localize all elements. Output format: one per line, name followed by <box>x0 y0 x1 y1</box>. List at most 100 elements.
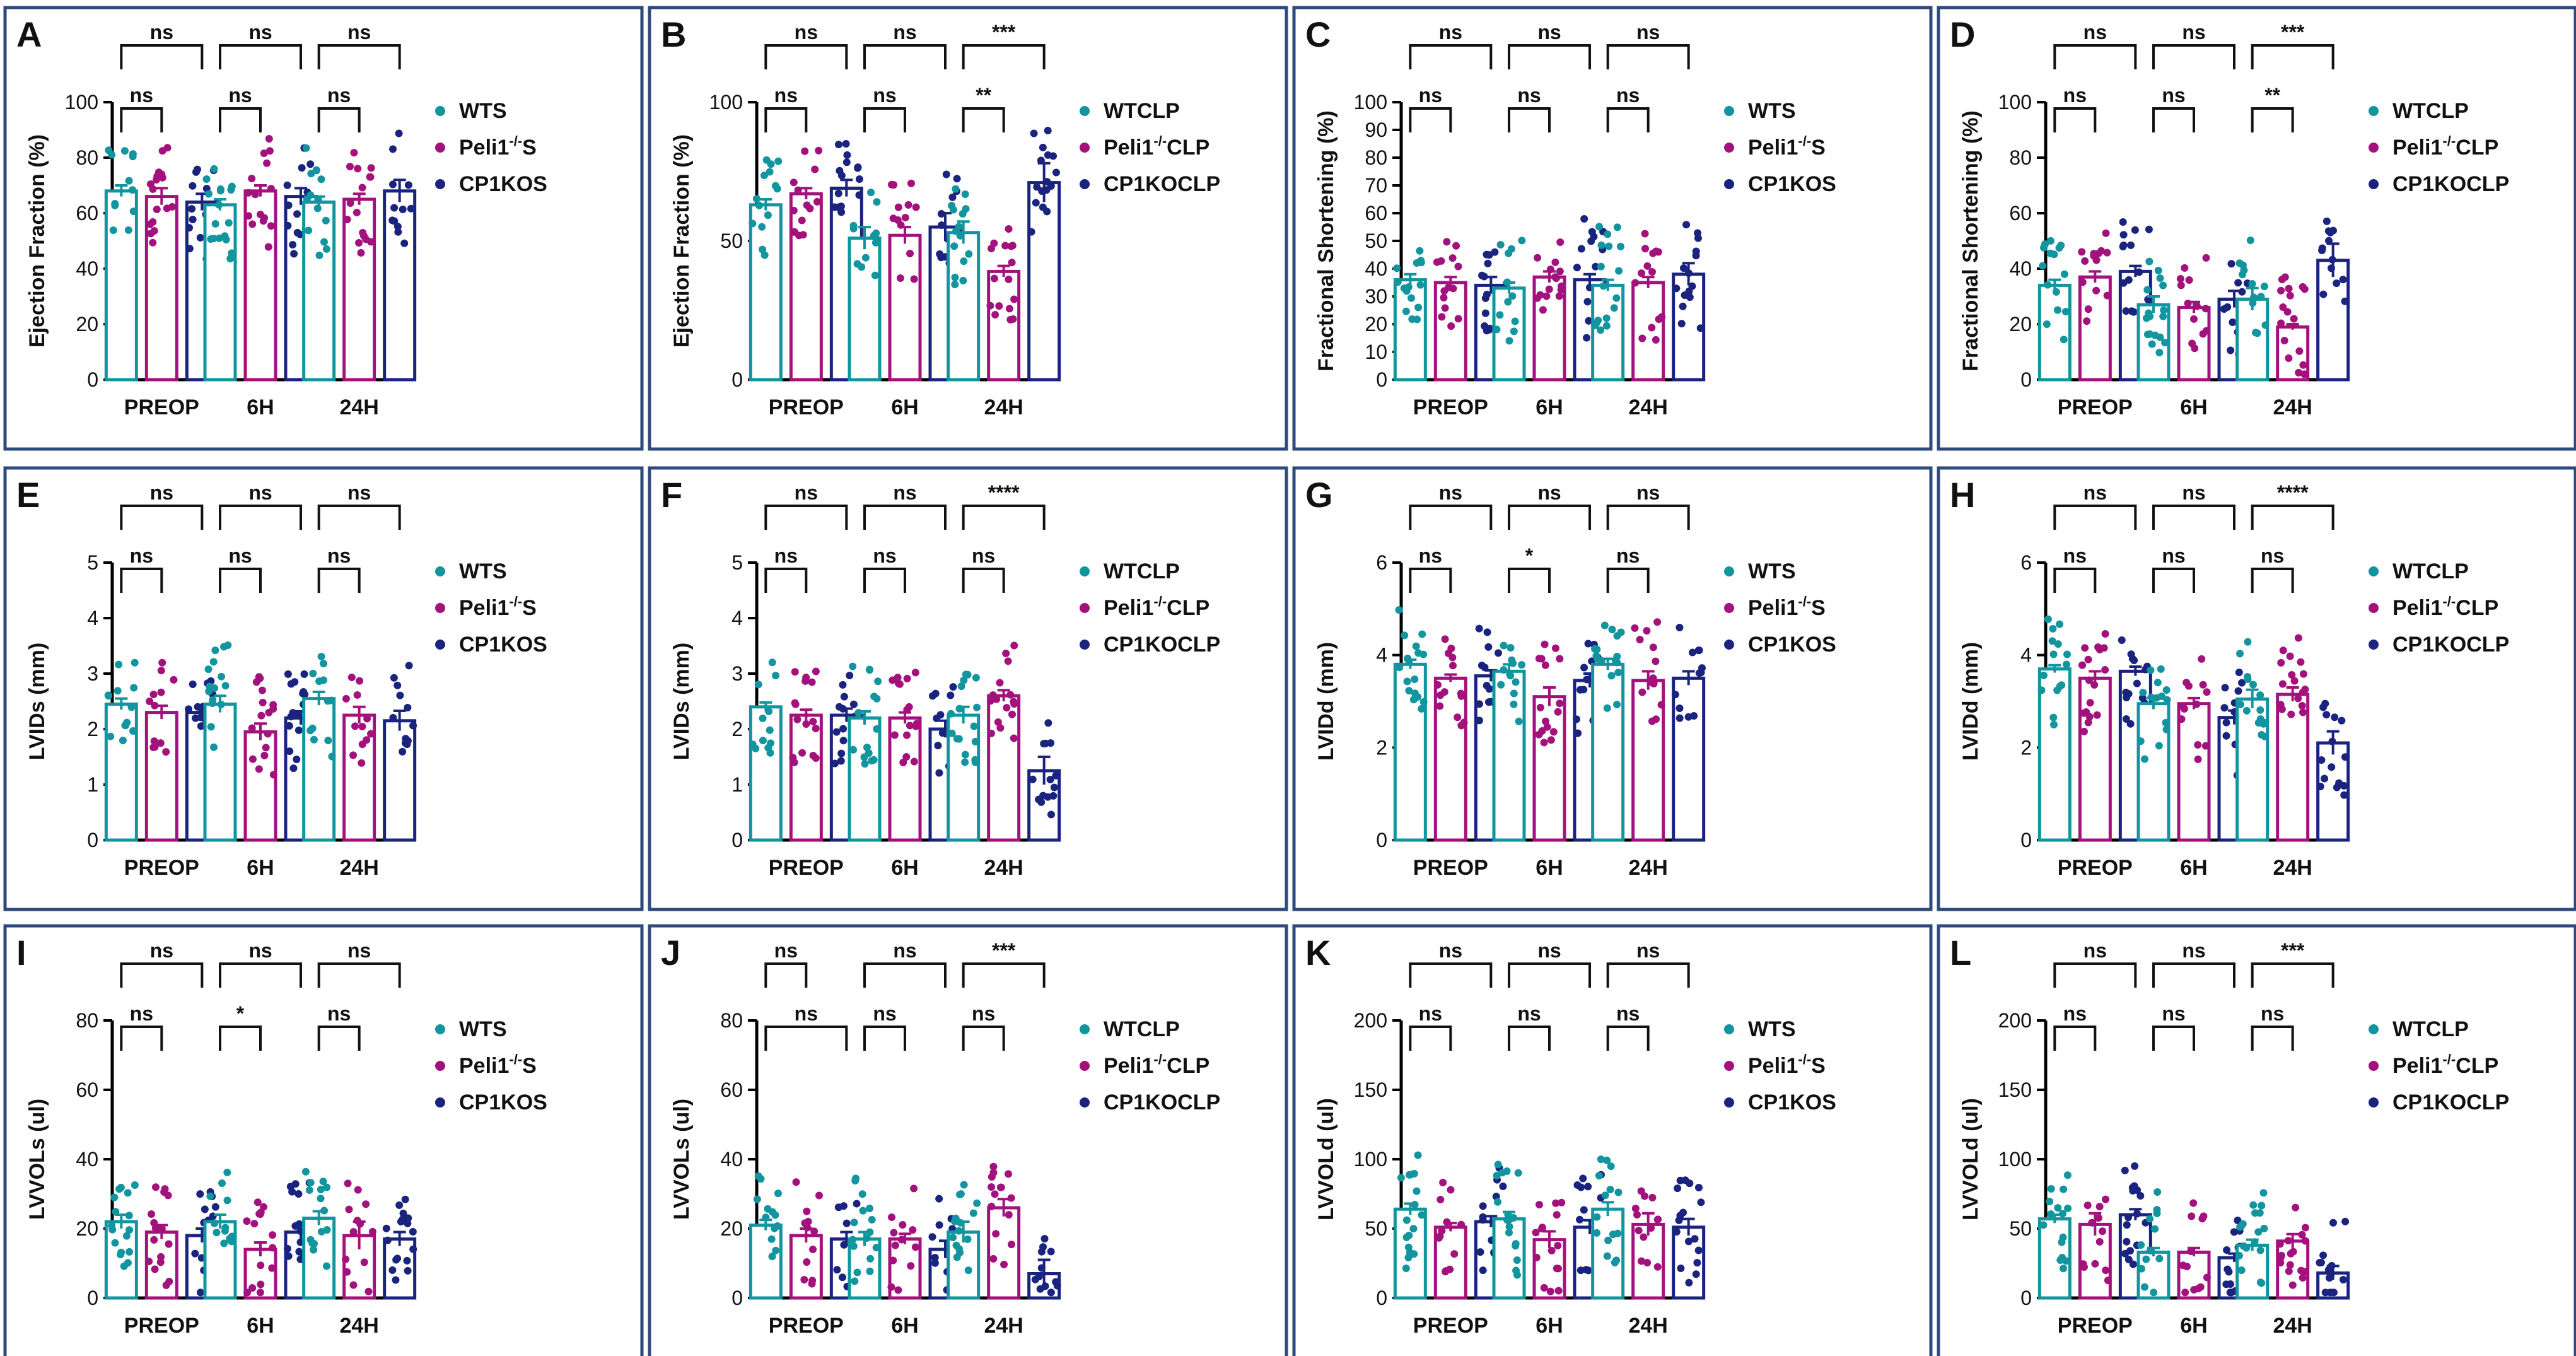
data-point <box>145 1257 153 1265</box>
significance-bracket <box>2152 44 2235 69</box>
y-tick-label: 100 <box>65 91 98 114</box>
bar <box>1433 281 1467 382</box>
data-point <box>1543 723 1551 731</box>
data-point <box>894 1286 902 1294</box>
bar <box>749 705 783 842</box>
legend-label: CP1KOCLP <box>2392 172 2509 196</box>
data-point <box>1679 302 1687 310</box>
data-point <box>2259 1189 2268 1197</box>
data-point <box>1409 1225 1418 1233</box>
data-point <box>248 220 257 228</box>
data-point <box>1681 1176 1689 1184</box>
data-point <box>891 1241 899 1249</box>
data-point <box>766 726 774 734</box>
significance-label: ns <box>2182 481 2205 504</box>
data-point <box>124 1259 132 1267</box>
bar <box>888 233 922 382</box>
data-point <box>935 1221 943 1229</box>
data-point <box>2286 652 2294 660</box>
data-point <box>2150 1289 2158 1297</box>
data-point <box>1441 635 1449 643</box>
data-point <box>1540 739 1548 747</box>
significance-bracket <box>120 107 163 132</box>
data-point <box>865 749 873 757</box>
data-point <box>2276 1259 2285 1267</box>
data-point <box>2080 727 2089 735</box>
data-point <box>346 199 354 207</box>
legend-label-tail: CLP <box>1167 596 1209 620</box>
data-point <box>911 669 919 677</box>
data-point <box>2278 705 2286 713</box>
legend-label-tail: CLP <box>1167 1054 1209 1078</box>
data-point <box>894 203 902 211</box>
data-point <box>1643 627 1651 635</box>
data-point <box>1047 1248 1055 1256</box>
legend-marker <box>2369 143 2379 153</box>
data-point <box>2156 274 2164 282</box>
data-point <box>2235 1251 2243 1260</box>
significance-bracket <box>962 44 1046 69</box>
y-tick-label: 100 <box>709 91 743 114</box>
data-point <box>342 1255 350 1263</box>
data-point <box>2059 1265 2067 1273</box>
data-point <box>1538 1224 1546 1232</box>
data-point <box>351 722 359 730</box>
legend-marker <box>435 106 445 116</box>
significance-label: ns <box>873 544 896 567</box>
data-point <box>1608 626 1616 634</box>
y-tick-label: 80 <box>1365 146 1387 169</box>
data-point <box>209 658 218 666</box>
significance-bracket <box>317 568 361 593</box>
data-point <box>218 672 226 681</box>
data-point <box>1457 1220 1466 1229</box>
data-point <box>1641 230 1649 238</box>
significance-label: ns <box>2182 21 2205 44</box>
y-tick-label: 150 <box>1354 1078 1387 1101</box>
data-point <box>808 678 816 686</box>
data-point <box>839 737 848 745</box>
data-point <box>154 168 163 177</box>
data-point <box>2103 291 2111 300</box>
data-point <box>306 191 315 199</box>
data-point <box>115 660 123 669</box>
significance-label: ns <box>972 544 995 567</box>
data-point <box>956 1249 964 1257</box>
data-point <box>899 1221 907 1229</box>
data-point <box>851 1177 860 1185</box>
data-point <box>2104 1277 2112 1285</box>
data-point <box>957 682 965 691</box>
data-point <box>343 216 351 224</box>
data-point <box>1411 689 1419 698</box>
data-point <box>1676 1212 1684 1220</box>
legend-label-base: CP1KOS <box>459 1090 547 1114</box>
data-point <box>197 713 205 722</box>
legend-marker <box>1724 179 1734 189</box>
data-point <box>971 737 979 745</box>
data-point <box>309 669 317 677</box>
data-point <box>2298 701 2306 710</box>
data-point <box>762 156 771 164</box>
y-tick-label: 0 <box>87 829 98 851</box>
data-point <box>129 727 137 735</box>
data-point <box>889 214 897 223</box>
data-point <box>1005 1210 1013 1219</box>
x-category-label: PREOP <box>769 856 844 880</box>
significance-bracket <box>962 505 1046 530</box>
panel-letter: E <box>16 475 40 515</box>
data-point <box>2153 1188 2162 1196</box>
data-point <box>866 1267 874 1275</box>
data-point <box>289 241 297 249</box>
data-point <box>2260 1224 2268 1232</box>
data-point <box>965 250 973 258</box>
data-point <box>2044 281 2052 289</box>
data-point <box>803 201 811 209</box>
data-point <box>2143 286 2152 294</box>
panel-letter: I <box>16 933 26 973</box>
data-point <box>1638 334 1646 342</box>
significance-label: ns <box>1537 939 1561 962</box>
y-axis-label: Fractional Shortening (%) <box>1314 110 1338 371</box>
data-point <box>2301 686 2309 694</box>
x-category-label: 24H <box>2273 1314 2312 1338</box>
data-point <box>305 226 313 235</box>
